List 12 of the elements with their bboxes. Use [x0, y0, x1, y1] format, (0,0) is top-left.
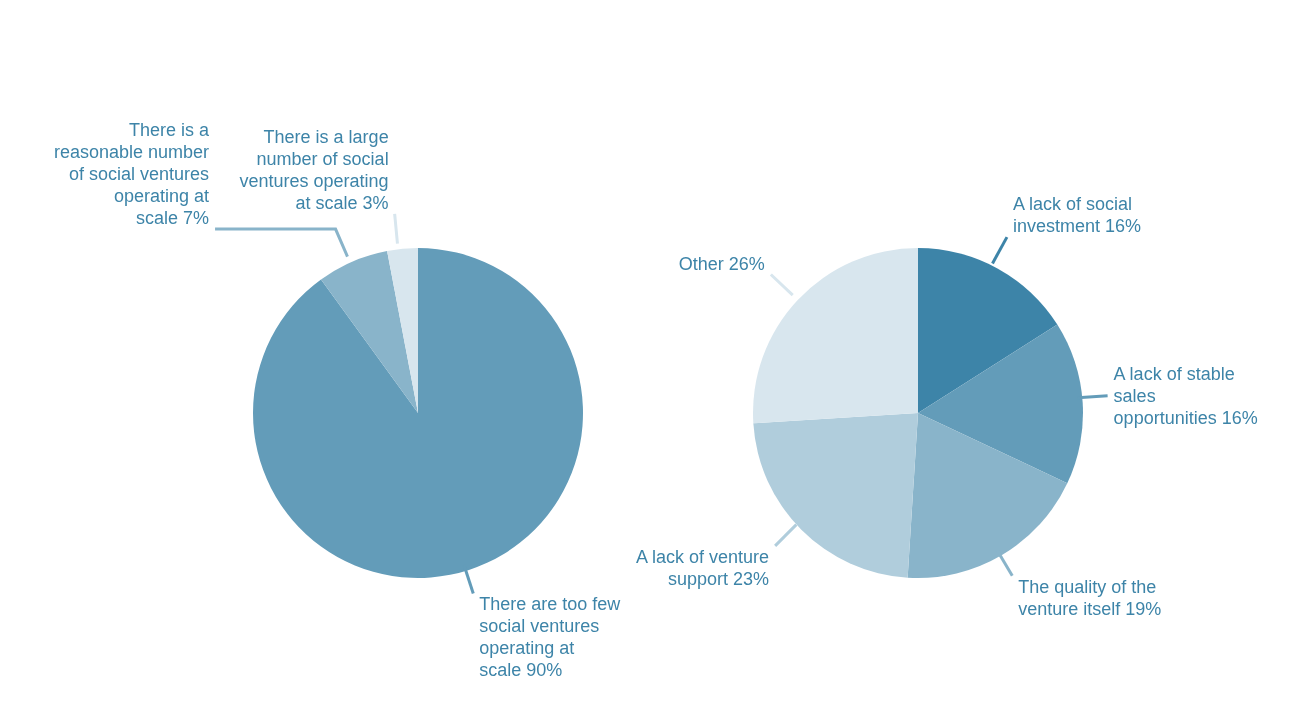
slice-label: A lack of venture support 23%	[636, 546, 770, 589]
slice-label: A lack of social investment 16%	[1012, 194, 1142, 237]
slice-label: There are too few social ventures operating at scale 90%	[479, 594, 622, 681]
slice-label: There is a large number of social ventures operating at scale 3%	[239, 126, 389, 213]
slice-label: Other 26%	[678, 253, 765, 274]
pie-slice	[918, 248, 1058, 413]
pie-slice	[907, 413, 1068, 578]
slice-label: A lack of stable sales opportunities 16%	[1113, 363, 1258, 428]
pie-slice	[321, 250, 418, 413]
pie-slice	[387, 248, 418, 413]
slice-label: The quality of the venture itself 19%	[1018, 576, 1162, 619]
slice-label: There is a reasonable number of social ventures operating at scale 7%	[53, 120, 211, 229]
